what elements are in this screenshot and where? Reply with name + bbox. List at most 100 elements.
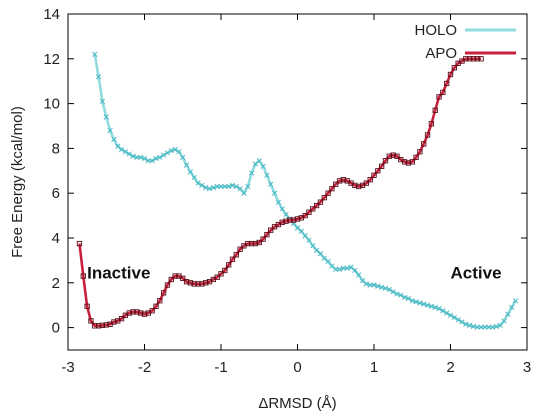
data-point-apo bbox=[233, 252, 239, 258]
data-point-apo bbox=[386, 153, 392, 159]
data-point-apo bbox=[126, 310, 132, 316]
data-point-apo bbox=[470, 56, 477, 62]
data-point-apo bbox=[371, 172, 377, 178]
data-point-apo bbox=[138, 310, 144, 316]
data-point-holo bbox=[134, 154, 140, 161]
data-point-apo bbox=[199, 281, 205, 287]
data-point-holo bbox=[233, 183, 239, 190]
data-point-holo bbox=[447, 312, 454, 318]
data-point-holo bbox=[455, 317, 461, 323]
data-point-holo bbox=[268, 181, 274, 187]
data-point-apo bbox=[463, 56, 469, 62]
data-point-apo bbox=[260, 236, 266, 242]
y-tick-label: 4 bbox=[52, 230, 60, 247]
data-point-apo bbox=[356, 183, 362, 190]
data-point-apo bbox=[436, 94, 442, 100]
data-point-apo bbox=[340, 177, 347, 183]
data-point-holo bbox=[363, 281, 370, 287]
data-point-holo bbox=[486, 324, 492, 330]
data-point-apo bbox=[409, 159, 415, 165]
data-point-apo bbox=[153, 303, 159, 309]
data-point-apo bbox=[99, 322, 106, 329]
data-point-holo bbox=[352, 267, 358, 274]
data-point-apo bbox=[111, 319, 117, 325]
data-point-apo bbox=[279, 219, 285, 225]
data-point-holo bbox=[375, 283, 381, 289]
data-point-holo bbox=[103, 114, 109, 120]
data-point-holo bbox=[160, 152, 167, 158]
data-point-apo bbox=[103, 322, 109, 328]
data-point-holo bbox=[138, 154, 144, 161]
data-point-holo bbox=[256, 158, 262, 164]
data-point-apo bbox=[160, 290, 167, 296]
data-point-apo bbox=[451, 65, 457, 71]
data-point-apo bbox=[428, 121, 435, 127]
data-point-holo bbox=[367, 282, 373, 288]
data-point-holo bbox=[371, 282, 377, 288]
legend-label-holo: HOLO bbox=[414, 22, 457, 39]
data-point-holo bbox=[176, 149, 182, 155]
series-line-apo bbox=[78, 57, 482, 328]
data-point-holo bbox=[92, 51, 98, 57]
y-tick-label: 0 bbox=[52, 320, 60, 337]
data-point-holo bbox=[432, 304, 438, 311]
annotation-inactive: Inactive bbox=[87, 263, 150, 282]
data-point-apo bbox=[317, 199, 324, 205]
data-point-apo bbox=[283, 218, 289, 224]
data-point-holo bbox=[126, 151, 132, 157]
y-tick-label: 2 bbox=[52, 275, 60, 292]
data-point-holo bbox=[421, 301, 427, 307]
data-point-holo bbox=[298, 228, 304, 234]
data-point-apo bbox=[248, 240, 255, 247]
data-point-apo bbox=[440, 89, 446, 96]
data-point-apo bbox=[164, 282, 171, 288]
data-point-apo bbox=[187, 280, 194, 286]
data-point-apo bbox=[367, 177, 373, 183]
data-point-holo bbox=[401, 294, 408, 301]
data-point-holo bbox=[451, 314, 457, 321]
data-point-holo bbox=[111, 136, 117, 143]
x-tick-label: 3 bbox=[523, 359, 531, 376]
data-point-holo bbox=[191, 174, 197, 181]
data-point-apo bbox=[291, 217, 297, 223]
data-point-holo bbox=[405, 295, 412, 302]
data-point-holo bbox=[225, 183, 232, 190]
data-point-holo bbox=[333, 266, 339, 273]
data-point-holo bbox=[382, 285, 389, 292]
data-point-holo bbox=[306, 237, 312, 243]
data-point-holo bbox=[283, 211, 289, 218]
data-point-holo bbox=[424, 302, 431, 308]
data-point-apo bbox=[424, 132, 431, 138]
data-point-apo bbox=[447, 71, 454, 78]
data-point-holo bbox=[279, 206, 285, 212]
data-point-holo bbox=[459, 319, 465, 325]
x-tick-label: -3 bbox=[61, 359, 74, 376]
data-point-apo bbox=[76, 240, 83, 247]
data-point-apo bbox=[306, 209, 312, 215]
data-point-apo bbox=[313, 202, 320, 209]
data-point-apo bbox=[225, 262, 232, 268]
data-point-apo bbox=[379, 163, 385, 169]
data-point-apo bbox=[421, 141, 427, 147]
data-point-apo bbox=[80, 273, 86, 279]
data-point-holo bbox=[344, 265, 350, 271]
data-point-holo bbox=[118, 146, 125, 153]
annotation-active: Active bbox=[451, 263, 502, 282]
data-point-apo bbox=[390, 152, 396, 158]
data-point-holo bbox=[317, 251, 324, 257]
data-point-holo bbox=[130, 153, 136, 159]
data-point-apo bbox=[325, 190, 331, 196]
data-point-apo bbox=[141, 311, 148, 317]
data-point-apo bbox=[382, 158, 389, 164]
data-point-holo bbox=[340, 265, 347, 271]
data-point-holo bbox=[394, 291, 400, 297]
data-point-holo bbox=[260, 163, 266, 169]
data-point-apo bbox=[363, 180, 369, 186]
data-point-holo bbox=[157, 154, 163, 161]
data-point-apo bbox=[172, 273, 178, 279]
data-point-apo bbox=[444, 80, 450, 87]
data-point-apo bbox=[191, 281, 197, 287]
data-point-apo bbox=[88, 318, 94, 324]
x-tick-label: -1 bbox=[214, 359, 227, 376]
